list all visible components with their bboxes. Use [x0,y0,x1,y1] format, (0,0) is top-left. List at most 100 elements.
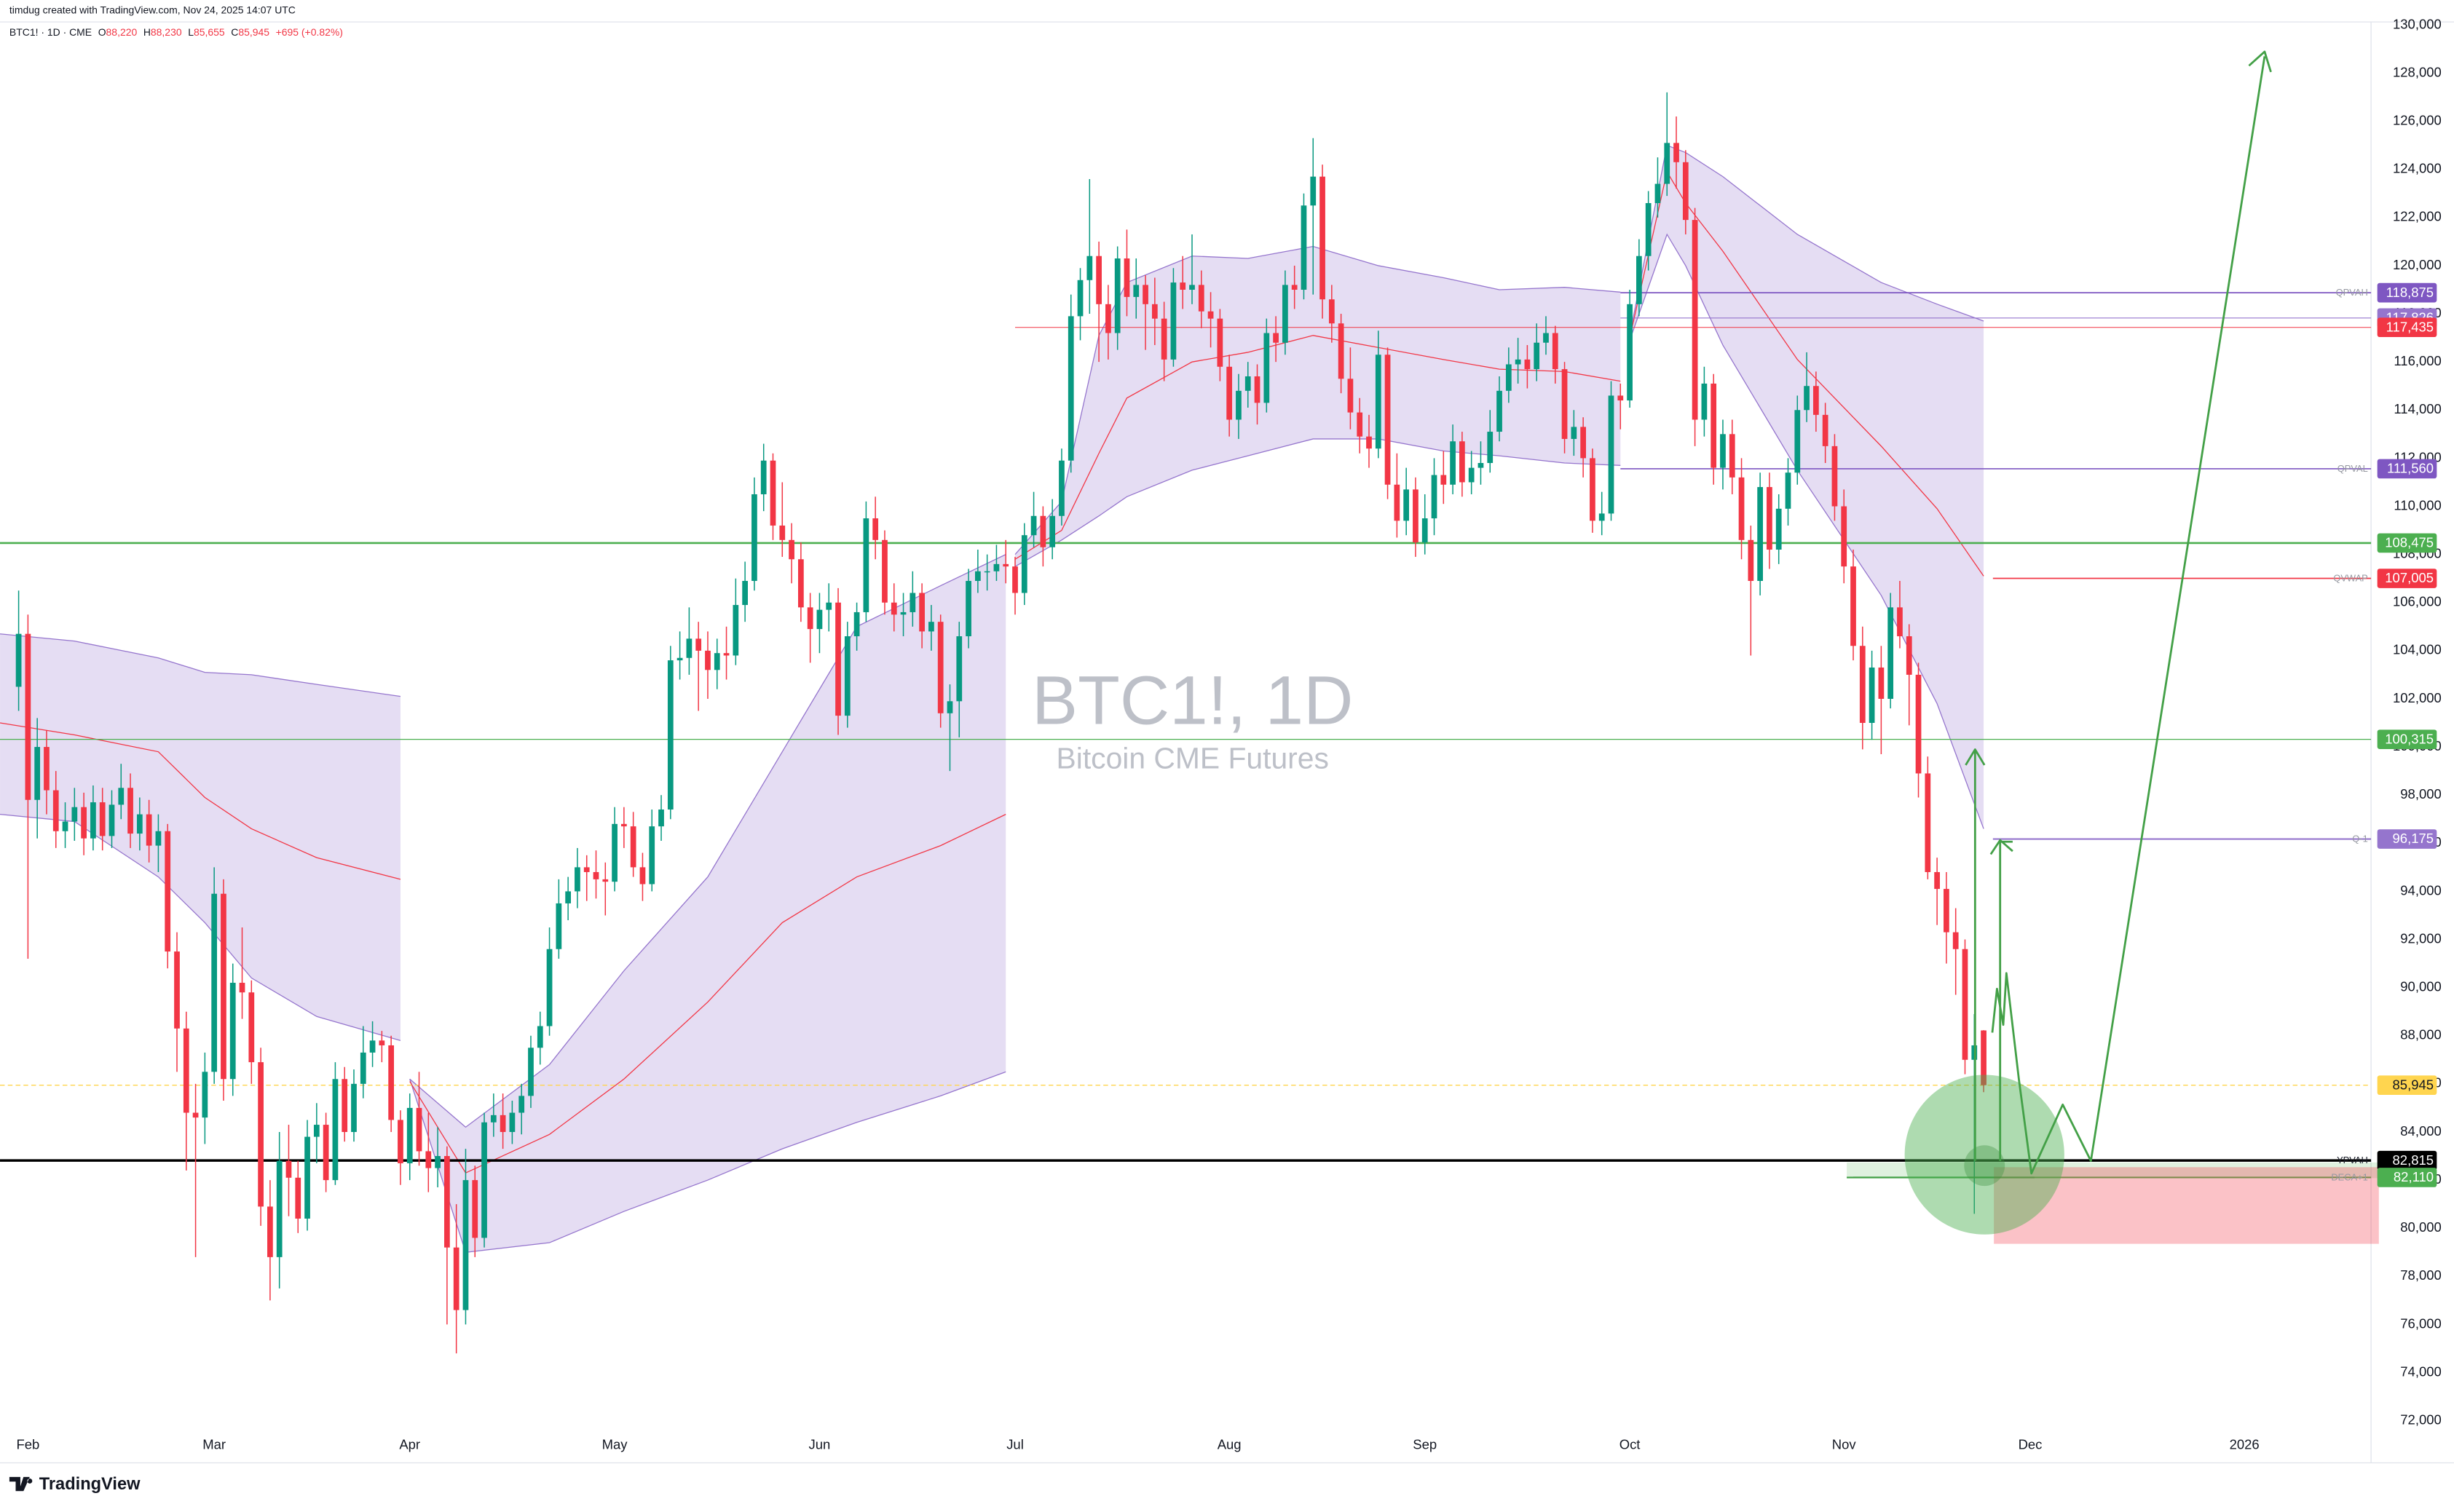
candle-body [1282,285,1288,343]
x-tick-label: May [602,1437,628,1452]
candle-body [1431,475,1437,519]
candle-body [127,788,133,834]
price-label: 82,110 [2394,1169,2434,1184]
price-label-box [2377,317,2437,338]
x-tick-label: 2026 [2230,1437,2260,1452]
candle-body [984,571,990,573]
candle-body [1543,333,1549,343]
candle-body [612,823,618,882]
candle-body [211,893,218,1072]
candle-body [583,867,590,872]
y-tick-label: 80,000 [2400,1219,2442,1235]
legend-key: C [231,26,238,38]
candle-body [714,653,720,670]
band-upper [1014,245,1621,555]
candle-body [239,983,245,993]
candle-body [425,1151,432,1168]
candle-body [406,1107,413,1163]
candle-body [1217,318,1223,367]
projection-arrows [1965,50,2272,1175]
candle-body [667,660,674,810]
candle-body [602,879,609,882]
candle-body [25,633,31,800]
arrow-head [1989,839,2013,855]
candle-body [593,871,599,879]
candle-body [1897,607,1903,637]
candle-body [360,1052,366,1084]
candle-body [52,790,59,831]
legend-value: 88,220 [106,26,138,38]
candle-body [1962,949,1968,1060]
candle-body [565,891,572,903]
price-line-name: QVWAP [2333,573,2367,584]
candle-body [891,602,897,615]
candle-body [910,593,916,612]
drawings [1847,50,2379,1244]
candle-body [816,609,823,630]
candle-body [1775,508,1782,550]
candle-body [248,992,255,1063]
price-line-name: DECA+1 [2331,1172,2367,1183]
candle-body [416,1107,422,1152]
candle-body [1291,285,1298,290]
price-label: 85,945 [2393,1077,2434,1092]
y-tick-label: 128,000 [2393,64,2442,79]
candle-body [1552,333,1558,370]
legend-value: 88,230 [151,26,182,38]
candle-body [229,983,236,1080]
candle-body [44,747,50,791]
candle-body [1487,432,1494,464]
candle-body [136,814,143,834]
candle-body [1068,316,1074,461]
candle-body [528,1048,534,1096]
candle-body [1822,414,1828,446]
price-label: 96,175 [2393,831,2434,846]
y-tick-label: 94,000 [2400,882,2442,898]
candle-body [146,814,152,846]
price-label-box [2377,1168,2437,1187]
candle-body [658,810,664,827]
candle-body [1096,256,1102,304]
legend: BTC1! · 1D · CME O88,220 H88,230 L85,655 C85… [9,26,343,38]
price-label-box [2377,282,2437,303]
candle-body [1459,441,1465,483]
candle-body [1505,364,1512,391]
candle-body [490,1115,497,1123]
candle-body [509,1112,516,1132]
candle-body [1645,202,1652,256]
candle-body [1804,386,1810,411]
price-label: 107,005 [2385,570,2434,585]
price-label-box [2377,1150,2437,1171]
candle-body [1086,256,1093,280]
candle-body [1421,518,1428,543]
candle-body [1301,205,1307,290]
x-tick-label: Oct [1619,1437,1641,1452]
candle-body [723,653,730,656]
symbol: BTC1! · 1D · CME [9,26,92,38]
candle-body [1580,427,1587,459]
candle-body [1133,285,1140,297]
y-tick-label: 76,000 [2400,1315,2442,1331]
candle-body [630,826,636,868]
candle-body [742,580,748,606]
candle-body [751,494,757,581]
candle-body [258,1062,264,1207]
candle-body [1310,176,1317,206]
candle-body [575,867,580,892]
candle-body [304,1136,310,1219]
y-tick-label: 106,000 [2393,594,2442,609]
candle-body [853,611,860,637]
candle-body [1338,323,1344,379]
candle-body [872,518,879,540]
candle-body [1040,515,1046,547]
candle-body [155,831,162,846]
candle-body [974,571,981,581]
candle-body [1515,359,1521,365]
candle-body [267,1206,273,1257]
legend-change: +695 (+0.82%) [276,26,343,38]
candle-body [1757,487,1763,581]
candle-body [398,1120,403,1163]
candle-body [1375,355,1381,449]
x-tick-label: Feb [16,1437,39,1452]
candle-body [1021,535,1027,593]
